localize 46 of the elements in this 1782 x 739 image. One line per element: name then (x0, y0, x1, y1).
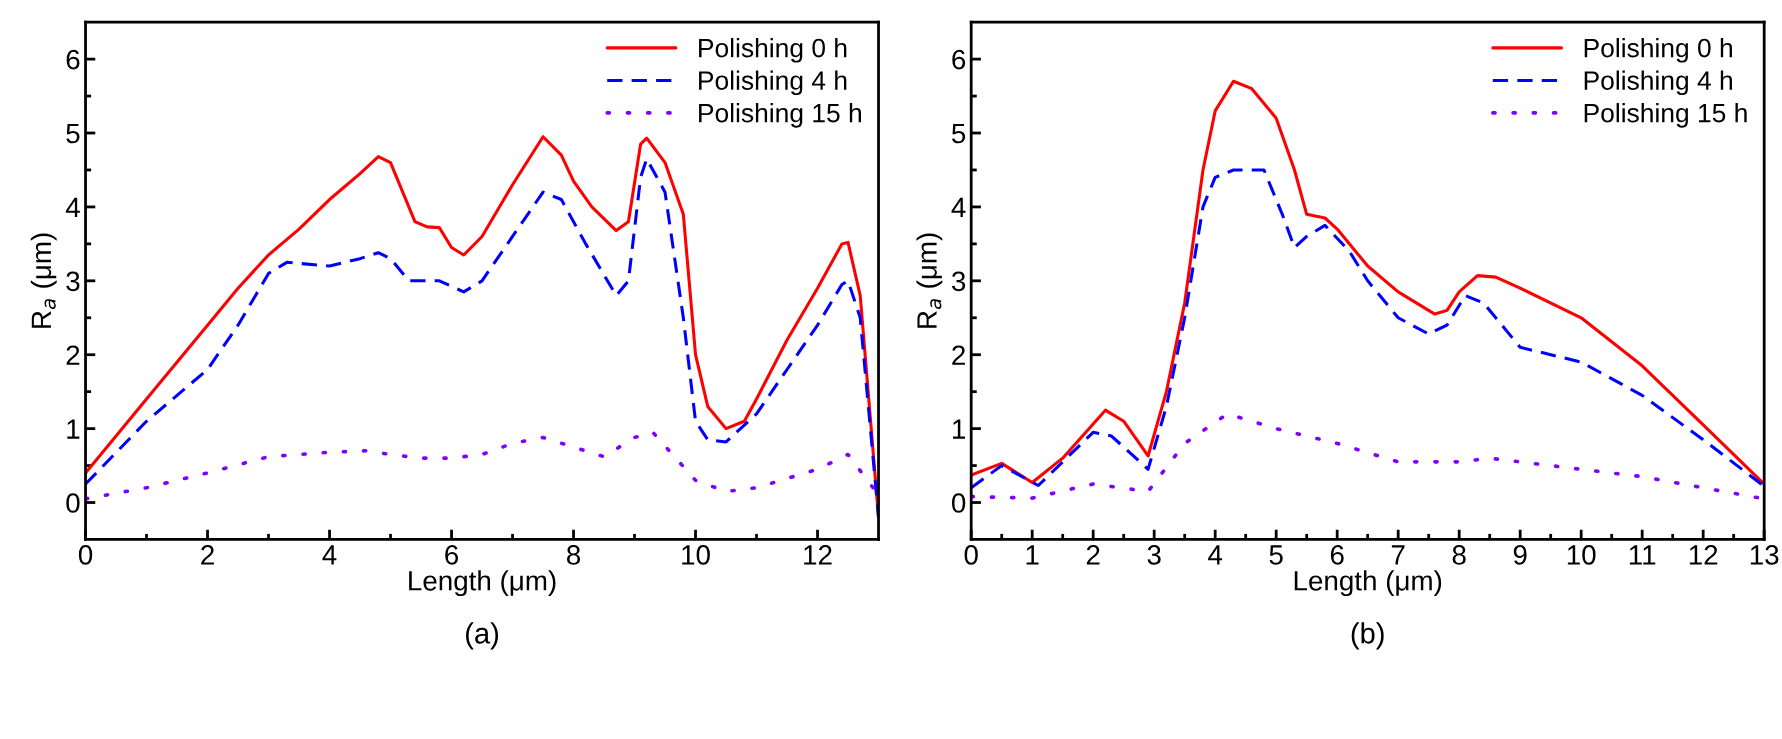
y-axis-title: R$_{a}$ (μm) (30, 233, 57, 328)
y-tick-label: 6 (66, 49, 80, 70)
y-tick-label: 0 (951, 493, 966, 513)
y-tick-label: 5 (951, 123, 966, 144)
y-axis-title: R$_{a}$ (μm) (916, 233, 943, 328)
y-tick-label: 0 (66, 493, 80, 513)
x-tick-label: 10 (682, 545, 710, 565)
y-tick-label: 4 (65, 197, 80, 217)
x-tick-label: 8 (567, 545, 581, 565)
legend-label: Polishing 4 h (1584, 70, 1732, 96)
x-tick-label: 6 (445, 545, 459, 565)
text: (a) (466, 622, 499, 650)
x-tick-label: 9 (1513, 545, 1527, 565)
x-tick-label: 6 (1330, 545, 1344, 565)
y-tick-label: 4 (951, 197, 966, 217)
x-axis-title: Length (μm) (409, 570, 556, 597)
y-tick-label: 2 (66, 345, 80, 365)
text: (b) (1351, 622, 1384, 650)
y-tick-label: 2 (952, 345, 965, 365)
x-tick-label: 2 (1086, 545, 1100, 565)
x-tick-label: 2 (201, 545, 214, 565)
x-tick-label: 7 (1391, 545, 1405, 565)
x-tick-label: 13 (1750, 545, 1779, 565)
legend-label: Polishing 0 h (1584, 38, 1732, 63)
line-series (971, 168, 1765, 490)
y-tick-label: 5 (66, 123, 80, 144)
x-tick-label: 1 (1026, 545, 1039, 565)
x-tick-label: 8 (1452, 545, 1466, 565)
legend-label: Polishing 0 h (699, 38, 847, 63)
legend-label: Polishing 4 h (699, 70, 847, 96)
y-tick-label: 1 (953, 419, 965, 439)
x-tick-label: 4 (1208, 545, 1223, 565)
x-tick-label: 3 (1147, 545, 1161, 565)
x-tick-label: 5 (1269, 545, 1283, 565)
x-tick-label: 4 (322, 545, 337, 565)
y-tick-label: 3 (66, 271, 80, 292)
y-tick-label: 3 (951, 271, 966, 292)
x-tick-label: 12 (804, 545, 832, 565)
x-tick-label: 12 (1689, 545, 1718, 565)
x-tick-label: 10 (1567, 545, 1596, 565)
y-tick-label: 1 (67, 419, 80, 439)
x-tick-label: 11 (1629, 545, 1656, 565)
legend-label: Polishing 15 h (699, 103, 861, 128)
y-tick-label: 6 (952, 49, 966, 70)
legend-label: Polishing 15 h (1584, 103, 1747, 128)
x-axis-title: Length (μm) (1294, 570, 1442, 597)
